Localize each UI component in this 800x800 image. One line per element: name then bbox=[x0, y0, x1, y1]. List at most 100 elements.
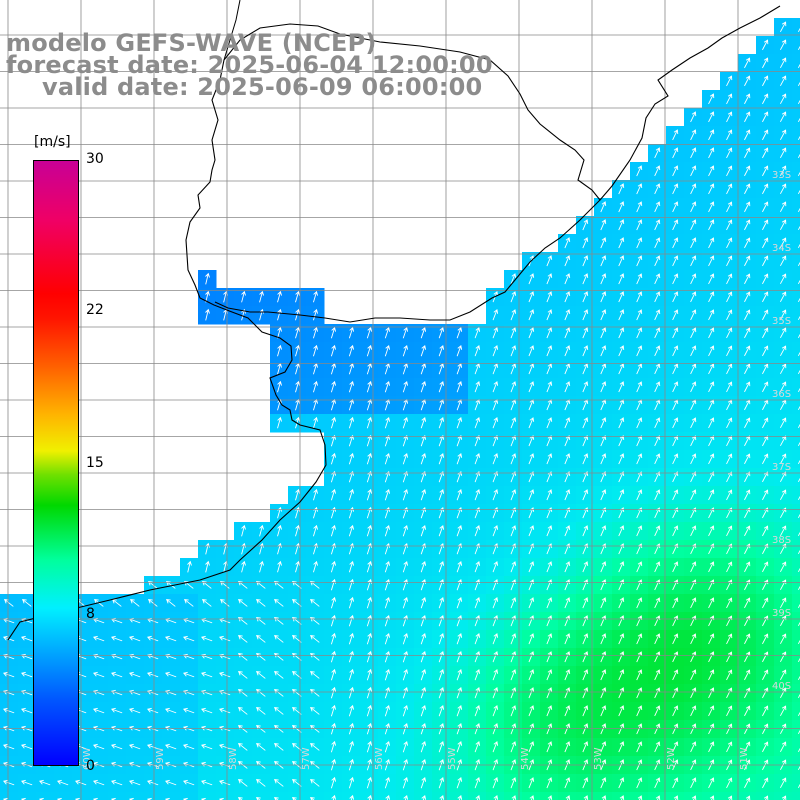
wind-arrow bbox=[726, 363, 733, 375]
colorbar-tick-8: 8 bbox=[86, 606, 95, 622]
wind-arrow bbox=[636, 237, 643, 249]
wind-arrow bbox=[708, 453, 715, 465]
wind-arrow bbox=[690, 111, 697, 123]
wind-arrow bbox=[708, 651, 715, 663]
wind-arrow bbox=[780, 705, 787, 717]
wind-arrow bbox=[672, 273, 679, 285]
wind-arrow bbox=[259, 290, 264, 303]
wind-cell bbox=[738, 792, 757, 800]
wind-arrow bbox=[564, 309, 571, 321]
wind-arrow bbox=[93, 743, 105, 750]
wind-cell bbox=[450, 792, 469, 800]
wind-arrow bbox=[546, 327, 553, 339]
wind-arrow bbox=[456, 417, 463, 429]
wind-arrow bbox=[546, 651, 553, 663]
wind-arrow bbox=[111, 779, 123, 786]
wind-arrow bbox=[654, 597, 661, 609]
wind-arrow bbox=[744, 93, 751, 105]
wind-arrow bbox=[672, 165, 679, 177]
wind-arrow bbox=[797, 527, 800, 537]
wind-cell bbox=[792, 684, 800, 703]
wind-arrow bbox=[797, 149, 800, 159]
wind-arrow bbox=[797, 509, 800, 519]
wind-cell bbox=[792, 720, 800, 739]
wind-arrow bbox=[780, 363, 787, 375]
wind-arrow bbox=[780, 165, 787, 177]
wind-arrow bbox=[780, 183, 787, 195]
wind-arrow bbox=[797, 59, 800, 69]
wind-arrow bbox=[636, 633, 643, 645]
wind-arrow bbox=[690, 687, 697, 699]
wind-arrow bbox=[797, 473, 800, 483]
wind-cell bbox=[288, 792, 307, 800]
wind-arrow bbox=[420, 596, 427, 609]
wind-arrow bbox=[762, 381, 769, 393]
wind-arrow bbox=[618, 489, 625, 501]
wind-cell bbox=[792, 396, 800, 415]
wind-cell bbox=[630, 792, 649, 800]
wind-arrow bbox=[474, 561, 481, 573]
wind-arrow bbox=[690, 741, 697, 753]
wind-arrow bbox=[366, 380, 373, 393]
wind-arrow bbox=[762, 111, 769, 123]
wind-arrow bbox=[402, 470, 409, 483]
wind-arrow bbox=[420, 380, 427, 393]
wind-arrow bbox=[546, 777, 553, 789]
wind-arrow bbox=[546, 345, 553, 357]
wind-arrow bbox=[474, 615, 481, 627]
wind-arrow bbox=[564, 345, 571, 357]
wind-cell bbox=[792, 234, 800, 253]
wind-arrow bbox=[726, 435, 733, 447]
wind-arrow bbox=[744, 111, 751, 123]
wind-arrow bbox=[636, 327, 643, 339]
wind-arrow bbox=[492, 741, 499, 753]
wind-arrow bbox=[582, 273, 589, 285]
wind-arrow bbox=[797, 203, 800, 213]
wind-arrow bbox=[690, 489, 697, 501]
wind-arrow bbox=[762, 309, 769, 321]
wind-arrow bbox=[402, 560, 409, 573]
wind-arrow bbox=[492, 705, 499, 717]
wind-arrow bbox=[438, 560, 445, 573]
wind-arrow bbox=[130, 599, 140, 607]
wind-arrow bbox=[690, 471, 697, 483]
wind-arrow bbox=[201, 707, 213, 714]
wind-arrow bbox=[744, 201, 751, 213]
wind-cell bbox=[792, 504, 800, 523]
wind-arrow bbox=[546, 741, 553, 753]
wind-arrow bbox=[330, 704, 337, 717]
wind-arrow bbox=[582, 219, 589, 231]
wind-arrow bbox=[762, 705, 769, 717]
wind-arrow bbox=[528, 561, 535, 573]
wind-cell bbox=[792, 486, 800, 505]
wind-arrow bbox=[348, 560, 355, 573]
wind-arrow bbox=[129, 725, 141, 732]
wind-arrow bbox=[310, 653, 320, 661]
wind-arrow bbox=[654, 363, 661, 375]
wind-arrow bbox=[147, 671, 159, 678]
wind-arrow bbox=[690, 147, 697, 159]
wind-arrow bbox=[546, 381, 553, 393]
wind-arrow bbox=[797, 635, 800, 645]
wind-arrow bbox=[744, 489, 751, 501]
wind-arrow bbox=[708, 345, 715, 357]
wind-arrow bbox=[546, 705, 553, 717]
wind-arrow bbox=[708, 777, 715, 789]
wind-arrow bbox=[564, 327, 571, 339]
wind-arrow bbox=[366, 686, 373, 699]
wind-arrow bbox=[420, 326, 427, 339]
wind-cell bbox=[396, 792, 415, 800]
wind-cell bbox=[792, 18, 800, 37]
wind-arrow bbox=[3, 779, 15, 786]
wind-arrow bbox=[39, 779, 51, 786]
wind-arrow bbox=[528, 741, 535, 753]
wind-arrow bbox=[402, 686, 409, 699]
wind-arrow bbox=[274, 779, 284, 787]
wind-arrow bbox=[546, 435, 553, 447]
wind-arrow bbox=[492, 381, 499, 393]
wind-arrow bbox=[366, 560, 373, 573]
wind-arrow bbox=[583, 795, 589, 800]
wind-cell bbox=[792, 72, 800, 91]
wind-arrow bbox=[420, 632, 427, 645]
wind-arrow bbox=[636, 165, 643, 177]
